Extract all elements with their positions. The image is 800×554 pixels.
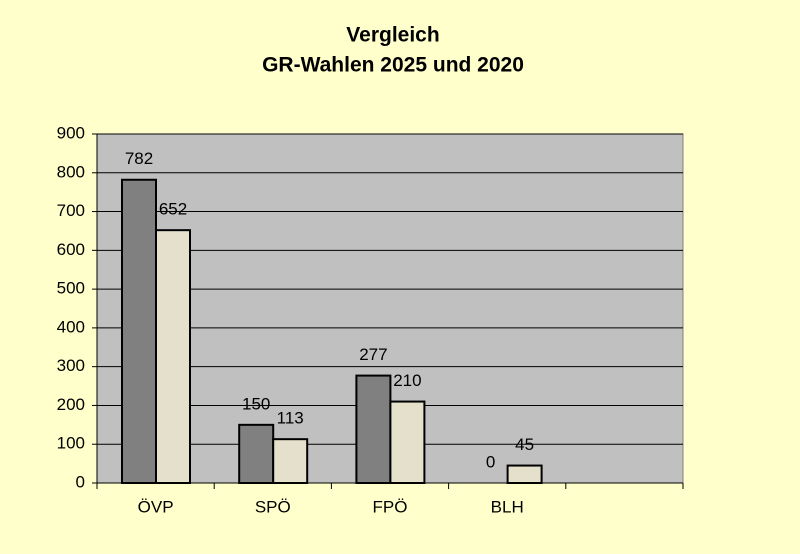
bar: [389, 400, 426, 485]
value-label: 113: [277, 409, 304, 428]
y-tick-label: 600: [57, 240, 85, 259]
bar: [121, 178, 157, 484]
y-tick-label: 800: [57, 162, 85, 181]
x-tick-label: SPÖ: [255, 497, 291, 516]
bar: [506, 464, 543, 484]
bar: [355, 374, 392, 484]
y-tick-label: 200: [57, 395, 85, 414]
x-tick-label: FPÖ: [373, 497, 408, 516]
value-label: 652: [159, 200, 187, 219]
bar: [272, 438, 309, 485]
x-tick-label: BLH: [491, 497, 524, 516]
chart-title: Vergleich: [346, 24, 439, 47]
value-label: 277: [359, 345, 387, 364]
bar: [238, 423, 275, 485]
y-tick-label: 500: [57, 279, 85, 298]
y-tick-label: 300: [57, 356, 85, 375]
value-label: 45: [515, 435, 534, 454]
value-label: 150: [242, 394, 270, 413]
x-tick-label: ÖVP: [138, 497, 174, 516]
value-label: 210: [393, 371, 421, 390]
y-tick-label: 0: [76, 472, 85, 491]
value-label: 782: [125, 149, 153, 168]
chart-subtitle: GR-Wahlen 2025 und 2020: [262, 54, 524, 77]
bar: [155, 229, 191, 484]
value-label: 0: [486, 452, 495, 471]
y-tick-label: 400: [57, 317, 85, 336]
y-tick-label: 100: [57, 434, 85, 453]
y-tick-label: 900: [57, 123, 85, 142]
y-tick-label: 700: [57, 201, 85, 220]
